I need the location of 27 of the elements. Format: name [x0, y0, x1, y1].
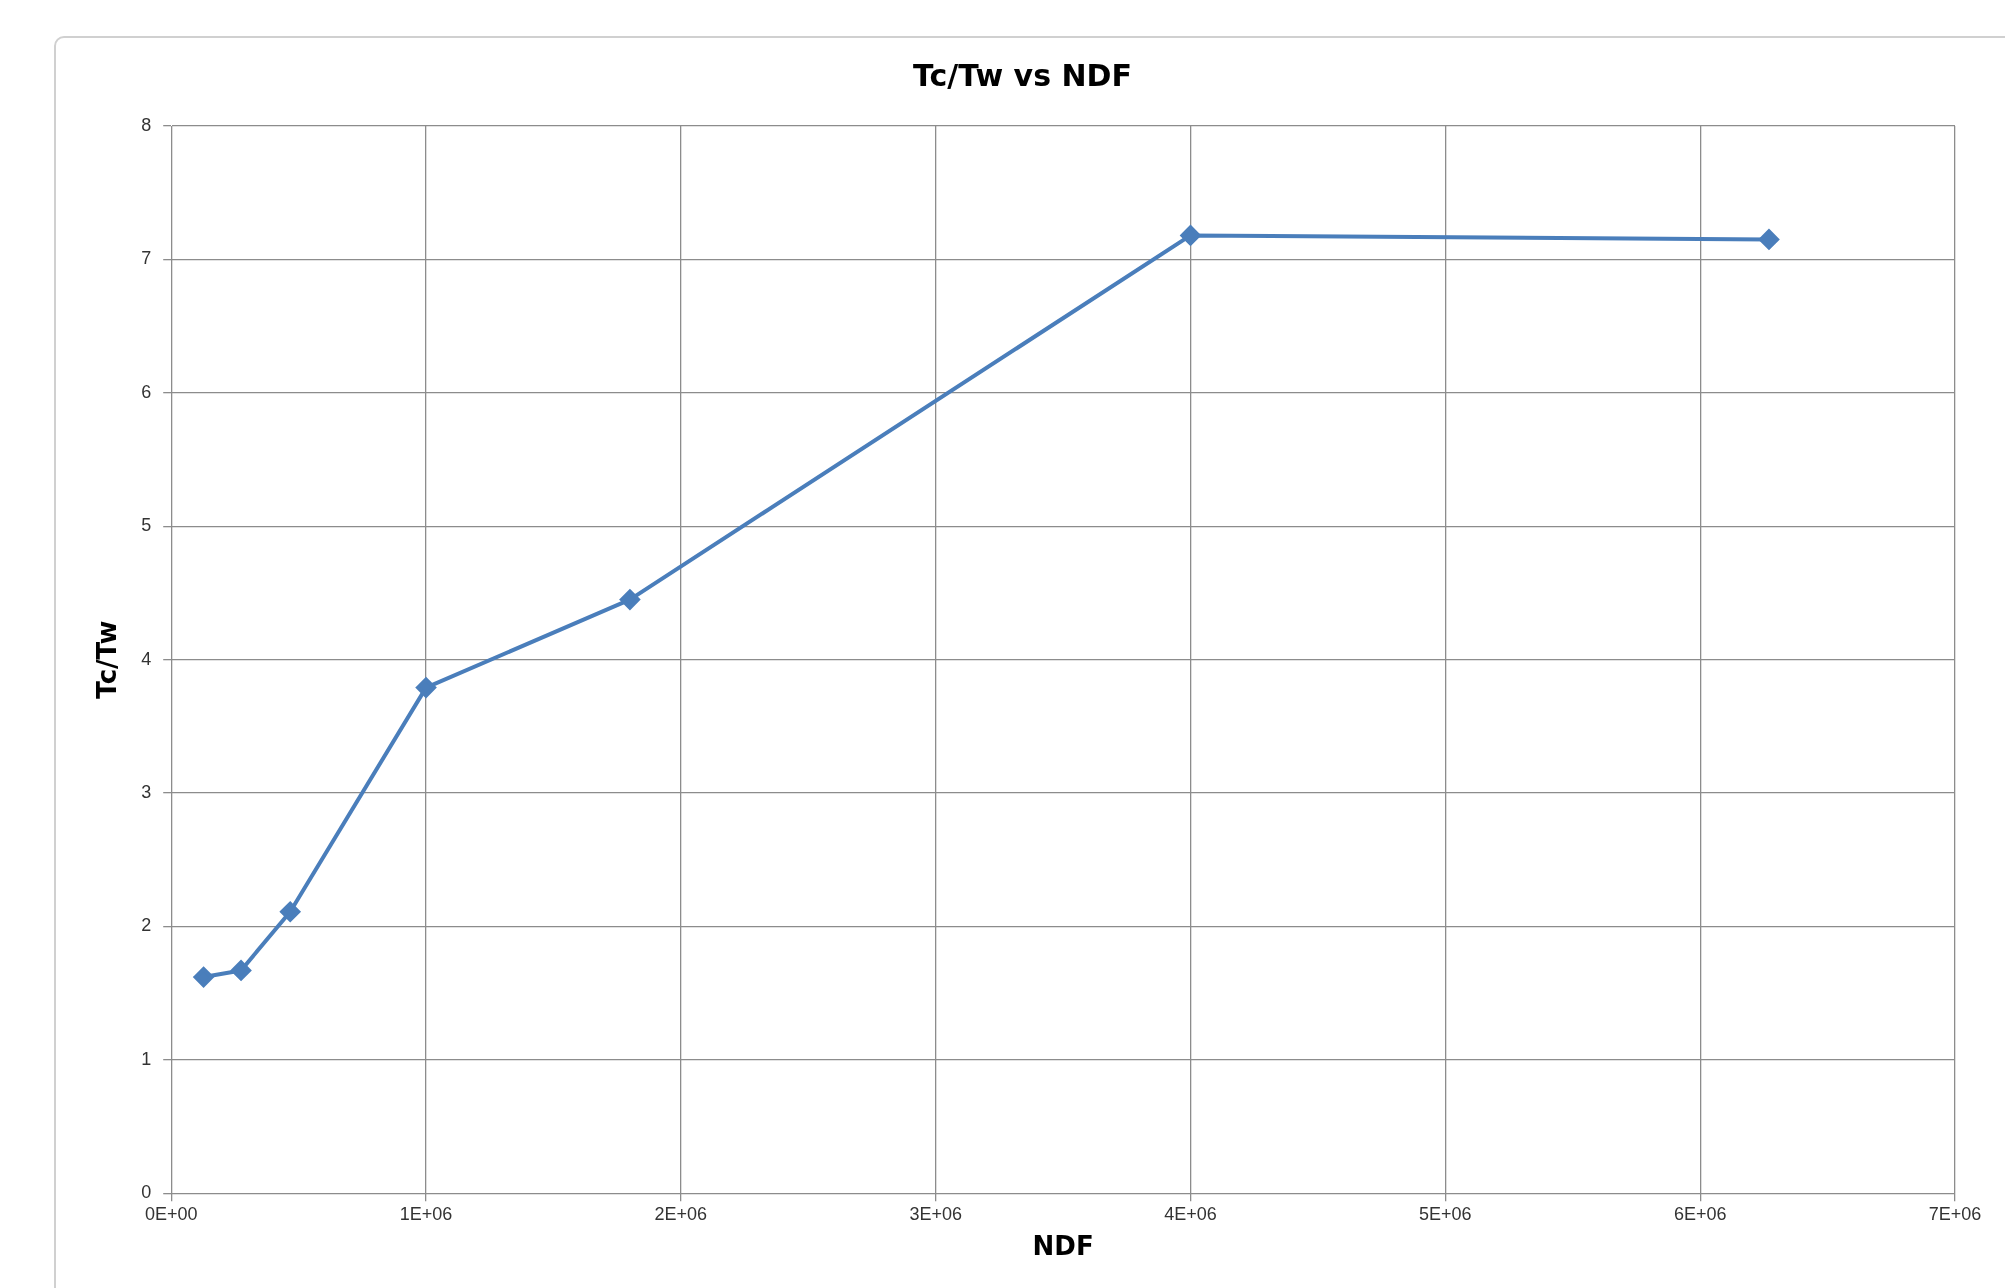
point — [416, 677, 437, 698]
y-tick-label: 6 — [141, 381, 152, 402]
y-tick-label: 5 — [141, 515, 152, 536]
y-tick-label: 0 — [141, 1182, 152, 1203]
y-tick-label: 8 — [141, 114, 152, 135]
x-tick-label: 2E+06 — [654, 1203, 708, 1224]
y-tick-label: 2 — [141, 915, 152, 936]
point — [280, 901, 301, 922]
x-tick-label: 1E+06 — [399, 1203, 453, 1224]
x-tick-label: 7E+06 — [1928, 1203, 1982, 1224]
point — [1758, 229, 1779, 250]
point — [1180, 225, 1201, 246]
chart-title: Tc/Tw vs NDF — [913, 57, 1132, 93]
point — [619, 589, 640, 610]
point — [231, 960, 252, 981]
x-tick-label: 0E+00 — [144, 1203, 198, 1224]
x-axis-title: NDF — [1032, 1231, 1094, 1262]
y-tick-label: 7 — [141, 248, 152, 269]
y-tick-label: 1 — [141, 1048, 152, 1069]
x-tick-label: 4E+06 — [1164, 1203, 1217, 1224]
x-tick-label: 3E+06 — [909, 1203, 962, 1224]
y-tick-label: 4 — [141, 648, 152, 669]
y-axis-title: Tc/Tw — [92, 620, 123, 699]
y-tick-label: 3 — [141, 781, 152, 802]
x-tick-label: 6E+06 — [1673, 1203, 1727, 1224]
x-tick-label: 5E+06 — [1419, 1203, 1472, 1224]
point — [193, 967, 214, 988]
